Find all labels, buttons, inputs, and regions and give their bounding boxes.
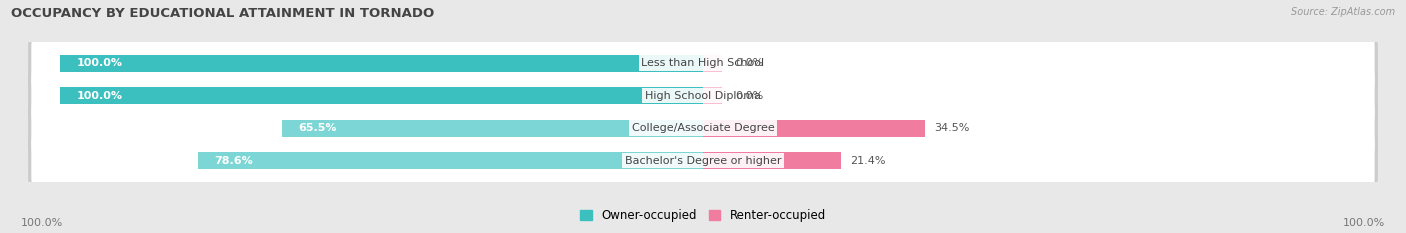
Text: Source: ZipAtlas.com: Source: ZipAtlas.com: [1291, 7, 1395, 17]
Text: College/Associate Degree: College/Associate Degree: [631, 123, 775, 133]
Text: 34.5%: 34.5%: [935, 123, 970, 133]
Text: Bachelor's Degree or higher: Bachelor's Degree or higher: [624, 156, 782, 166]
Text: 0.0%: 0.0%: [735, 58, 763, 68]
Bar: [198, 152, 703, 169]
Text: High School Diploma: High School Diploma: [645, 91, 761, 101]
FancyBboxPatch shape: [28, 130, 1378, 192]
Legend: Owner-occupied, Renter-occupied: Owner-occupied, Renter-occupied: [575, 205, 831, 227]
Bar: [283, 120, 703, 137]
FancyBboxPatch shape: [31, 65, 1375, 126]
Bar: [703, 87, 723, 104]
FancyBboxPatch shape: [31, 130, 1375, 191]
FancyBboxPatch shape: [31, 98, 1375, 159]
Text: 65.5%: 65.5%: [298, 123, 336, 133]
Bar: [60, 87, 703, 104]
Text: 100.0%: 100.0%: [76, 91, 122, 101]
FancyBboxPatch shape: [31, 33, 1375, 94]
Text: 0.0%: 0.0%: [735, 91, 763, 101]
Text: 100.0%: 100.0%: [76, 58, 122, 68]
Bar: [703, 152, 841, 169]
Bar: [703, 120, 925, 137]
Text: 78.6%: 78.6%: [214, 156, 253, 166]
Text: Less than High School: Less than High School: [641, 58, 765, 68]
Text: OCCUPANCY BY EDUCATIONAL ATTAINMENT IN TORNADO: OCCUPANCY BY EDUCATIONAL ATTAINMENT IN T…: [11, 7, 434, 20]
Bar: [703, 55, 723, 72]
Text: 100.0%: 100.0%: [21, 218, 63, 228]
FancyBboxPatch shape: [28, 33, 1378, 94]
Text: 100.0%: 100.0%: [1343, 218, 1385, 228]
Text: 21.4%: 21.4%: [851, 156, 886, 166]
FancyBboxPatch shape: [28, 98, 1378, 159]
Bar: [60, 55, 703, 72]
FancyBboxPatch shape: [28, 65, 1378, 127]
